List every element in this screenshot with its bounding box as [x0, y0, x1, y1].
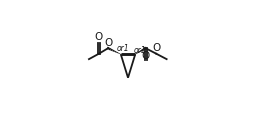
Text: O: O — [142, 51, 150, 61]
Text: or1: or1 — [117, 44, 130, 53]
Text: O: O — [104, 38, 112, 48]
Text: O: O — [95, 32, 103, 42]
Text: O: O — [152, 43, 160, 53]
Text: or1: or1 — [133, 46, 146, 55]
